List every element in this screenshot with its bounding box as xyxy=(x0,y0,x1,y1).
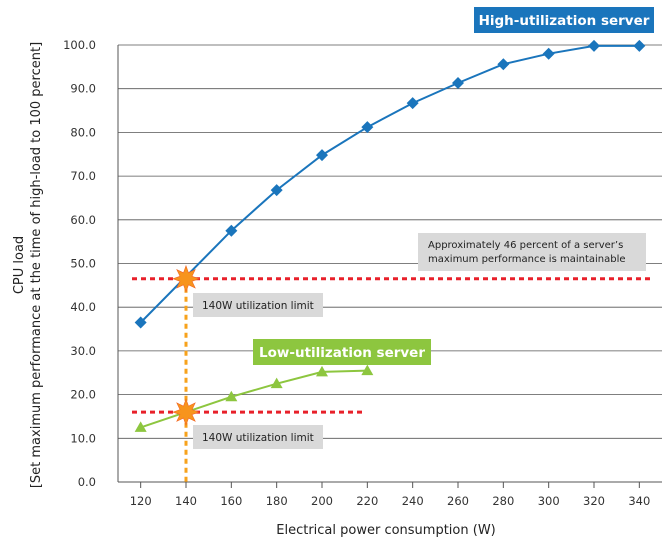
x-tick-label: 160 xyxy=(220,494,242,508)
note-box xyxy=(418,233,646,271)
y-tick-label: 40.0 xyxy=(70,300,96,314)
high-utilization-point xyxy=(270,184,283,197)
high-limit-label-box xyxy=(193,293,323,317)
high-utilization-point xyxy=(225,224,238,237)
high-utilization-badge xyxy=(474,7,654,33)
high-utilization-point xyxy=(316,149,328,162)
x-tick-label: 120 xyxy=(130,494,152,508)
high-utilization-point xyxy=(134,316,147,329)
y-tick-label: 70.0 xyxy=(70,169,96,183)
x-axis-title: Electrical power consumption (W) xyxy=(276,523,496,538)
low-utilization-point xyxy=(134,421,147,432)
low-limit-label-box xyxy=(193,425,323,449)
axes: 0.0 10.0 20.0 30.0 40.0 50.0 60.0 70.0 80.0 90.0 1… xyxy=(63,38,662,508)
y-tick-label: 100.0 xyxy=(63,38,96,52)
low-utilization-point xyxy=(270,377,283,389)
y-axis-title-line2: [Set maximum performance at the time of … xyxy=(29,42,44,488)
y-axis-title-line1: CPU load xyxy=(12,236,27,294)
x-tick-label: 220 xyxy=(356,494,378,508)
x-tick-label: 240 xyxy=(402,494,424,508)
reference-lines xyxy=(132,277,652,482)
high-utilization-series-line xyxy=(139,44,640,324)
high-utilization-point xyxy=(406,97,419,110)
y-tick-label: 30.0 xyxy=(70,344,96,358)
y-tick-label: 10.0 xyxy=(70,431,96,445)
low-limit-star xyxy=(172,398,200,426)
low-utilization-label: Low-utilization server xyxy=(259,345,425,361)
x-tick-label: 280 xyxy=(492,494,514,508)
high-utilization-label: High-utilization server xyxy=(479,13,650,29)
x-tick-label: 200 xyxy=(311,494,333,508)
x-tick-label: 300 xyxy=(538,494,560,508)
annotations: 140W utilization limit 140W utilization l… xyxy=(172,7,654,449)
high-utilization-point xyxy=(542,47,555,60)
note-text-line: maximum performance is maintainable xyxy=(428,254,626,265)
high-utilization-point xyxy=(361,121,374,134)
x-tick-label: 260 xyxy=(447,494,469,508)
low-limit-label: 140W utilization limit xyxy=(202,432,314,444)
high-utilization-point xyxy=(497,58,510,71)
low-utilization-point xyxy=(225,390,238,402)
high-utilization-point xyxy=(452,77,464,90)
y-tick-label: 90.0 xyxy=(70,82,96,96)
y-tick-label: 60.0 xyxy=(70,213,96,227)
note-text-line: Approximately 46 percent of a server’s xyxy=(428,240,623,251)
low-utilization-point xyxy=(361,364,374,376)
x-tick-label: 320 xyxy=(583,494,605,508)
y-tick-label: 0.0 xyxy=(78,475,96,489)
low-utilization-badge xyxy=(253,339,431,365)
x-tick-label: 340 xyxy=(628,494,650,508)
x-tick-label: 140 xyxy=(175,494,197,508)
y-tick-label: 50.0 xyxy=(70,257,96,271)
series-group xyxy=(134,39,646,432)
x-tick-label: 180 xyxy=(266,494,288,508)
y-tick-label: 20.0 xyxy=(70,388,96,402)
high-limit-star xyxy=(172,264,200,293)
high-utilization-point xyxy=(633,39,646,52)
y-tick-label: 80.0 xyxy=(70,125,96,139)
low-utilization-series-line xyxy=(140,369,368,429)
low-utilization-point xyxy=(316,365,328,377)
high-utilization-point xyxy=(588,39,600,52)
high-limit-label: 140W utilization limit xyxy=(202,300,314,312)
